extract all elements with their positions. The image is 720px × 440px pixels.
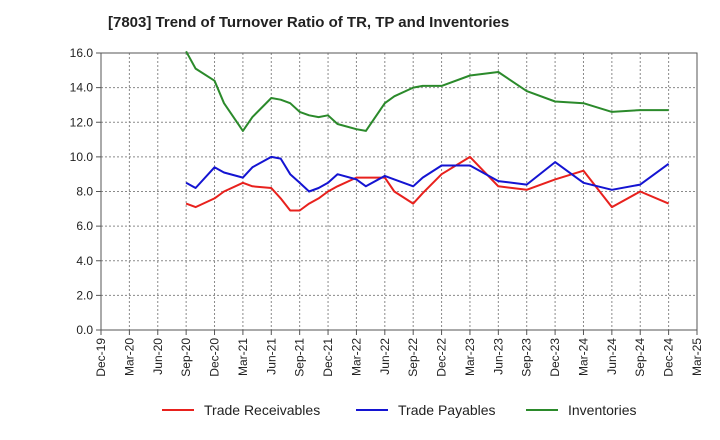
y-tick-label: 2.0 — [76, 288, 93, 302]
series-line-trade-receivables — [185, 155, 669, 212]
series-line-inventories — [185, 50, 669, 132]
y-tick-label: 0.0 — [76, 323, 93, 337]
x-tick-label: Dec-19 — [94, 338, 108, 377]
x-tick-label: Mar-22 — [349, 338, 363, 376]
y-tick-label: 16.0 — [70, 46, 94, 60]
y-tick-label: 4.0 — [76, 254, 93, 268]
x-tick-label: Mar-20 — [122, 338, 136, 376]
x-tick-label: Mar-25 — [690, 338, 704, 376]
y-tick-label: 14.0 — [70, 81, 94, 95]
y-tick-label: 10.0 — [70, 150, 94, 164]
x-tick-label: Sep-22 — [406, 338, 420, 377]
legend-label-trade-payables: Trade Payables — [398, 402, 496, 418]
x-tick-label: Dec-21 — [321, 338, 335, 377]
x-tick-label: Jun-20 — [151, 338, 165, 375]
x-tick-label: Sep-20 — [179, 338, 193, 377]
x-tick-label: Jun-23 — [491, 338, 505, 375]
legend-label-inventories: Inventories — [568, 402, 636, 418]
y-tick-label: 12.0 — [70, 115, 94, 129]
x-tick-label: Mar-21 — [236, 338, 250, 376]
x-tick-label: Sep-24 — [633, 338, 647, 377]
x-tick-label: Sep-23 — [520, 338, 534, 377]
y-tick-label: 8.0 — [76, 185, 93, 199]
x-tick-label: Dec-24 — [662, 338, 676, 377]
x-tick-label: Sep-21 — [293, 338, 307, 377]
x-tick-label: Dec-22 — [435, 338, 449, 377]
series-line-trade-payables — [185, 155, 670, 193]
x-tick-label: Mar-24 — [576, 338, 590, 376]
x-tick-label: Jun-24 — [605, 338, 619, 375]
chart-title: [7803] Trend of Turnover Ratio of TR, TP… — [108, 14, 510, 31]
x-tick-label: Dec-20 — [208, 338, 222, 377]
x-tick-label: Dec-23 — [548, 338, 562, 377]
legend-label-trade-receivables: Trade Receivables — [204, 402, 320, 418]
x-tick-label: Mar-23 — [463, 338, 477, 376]
x-tick-label: Jun-22 — [378, 338, 392, 375]
x-tick-label: Jun-21 — [264, 338, 278, 375]
y-tick-label: 6.0 — [76, 219, 93, 233]
